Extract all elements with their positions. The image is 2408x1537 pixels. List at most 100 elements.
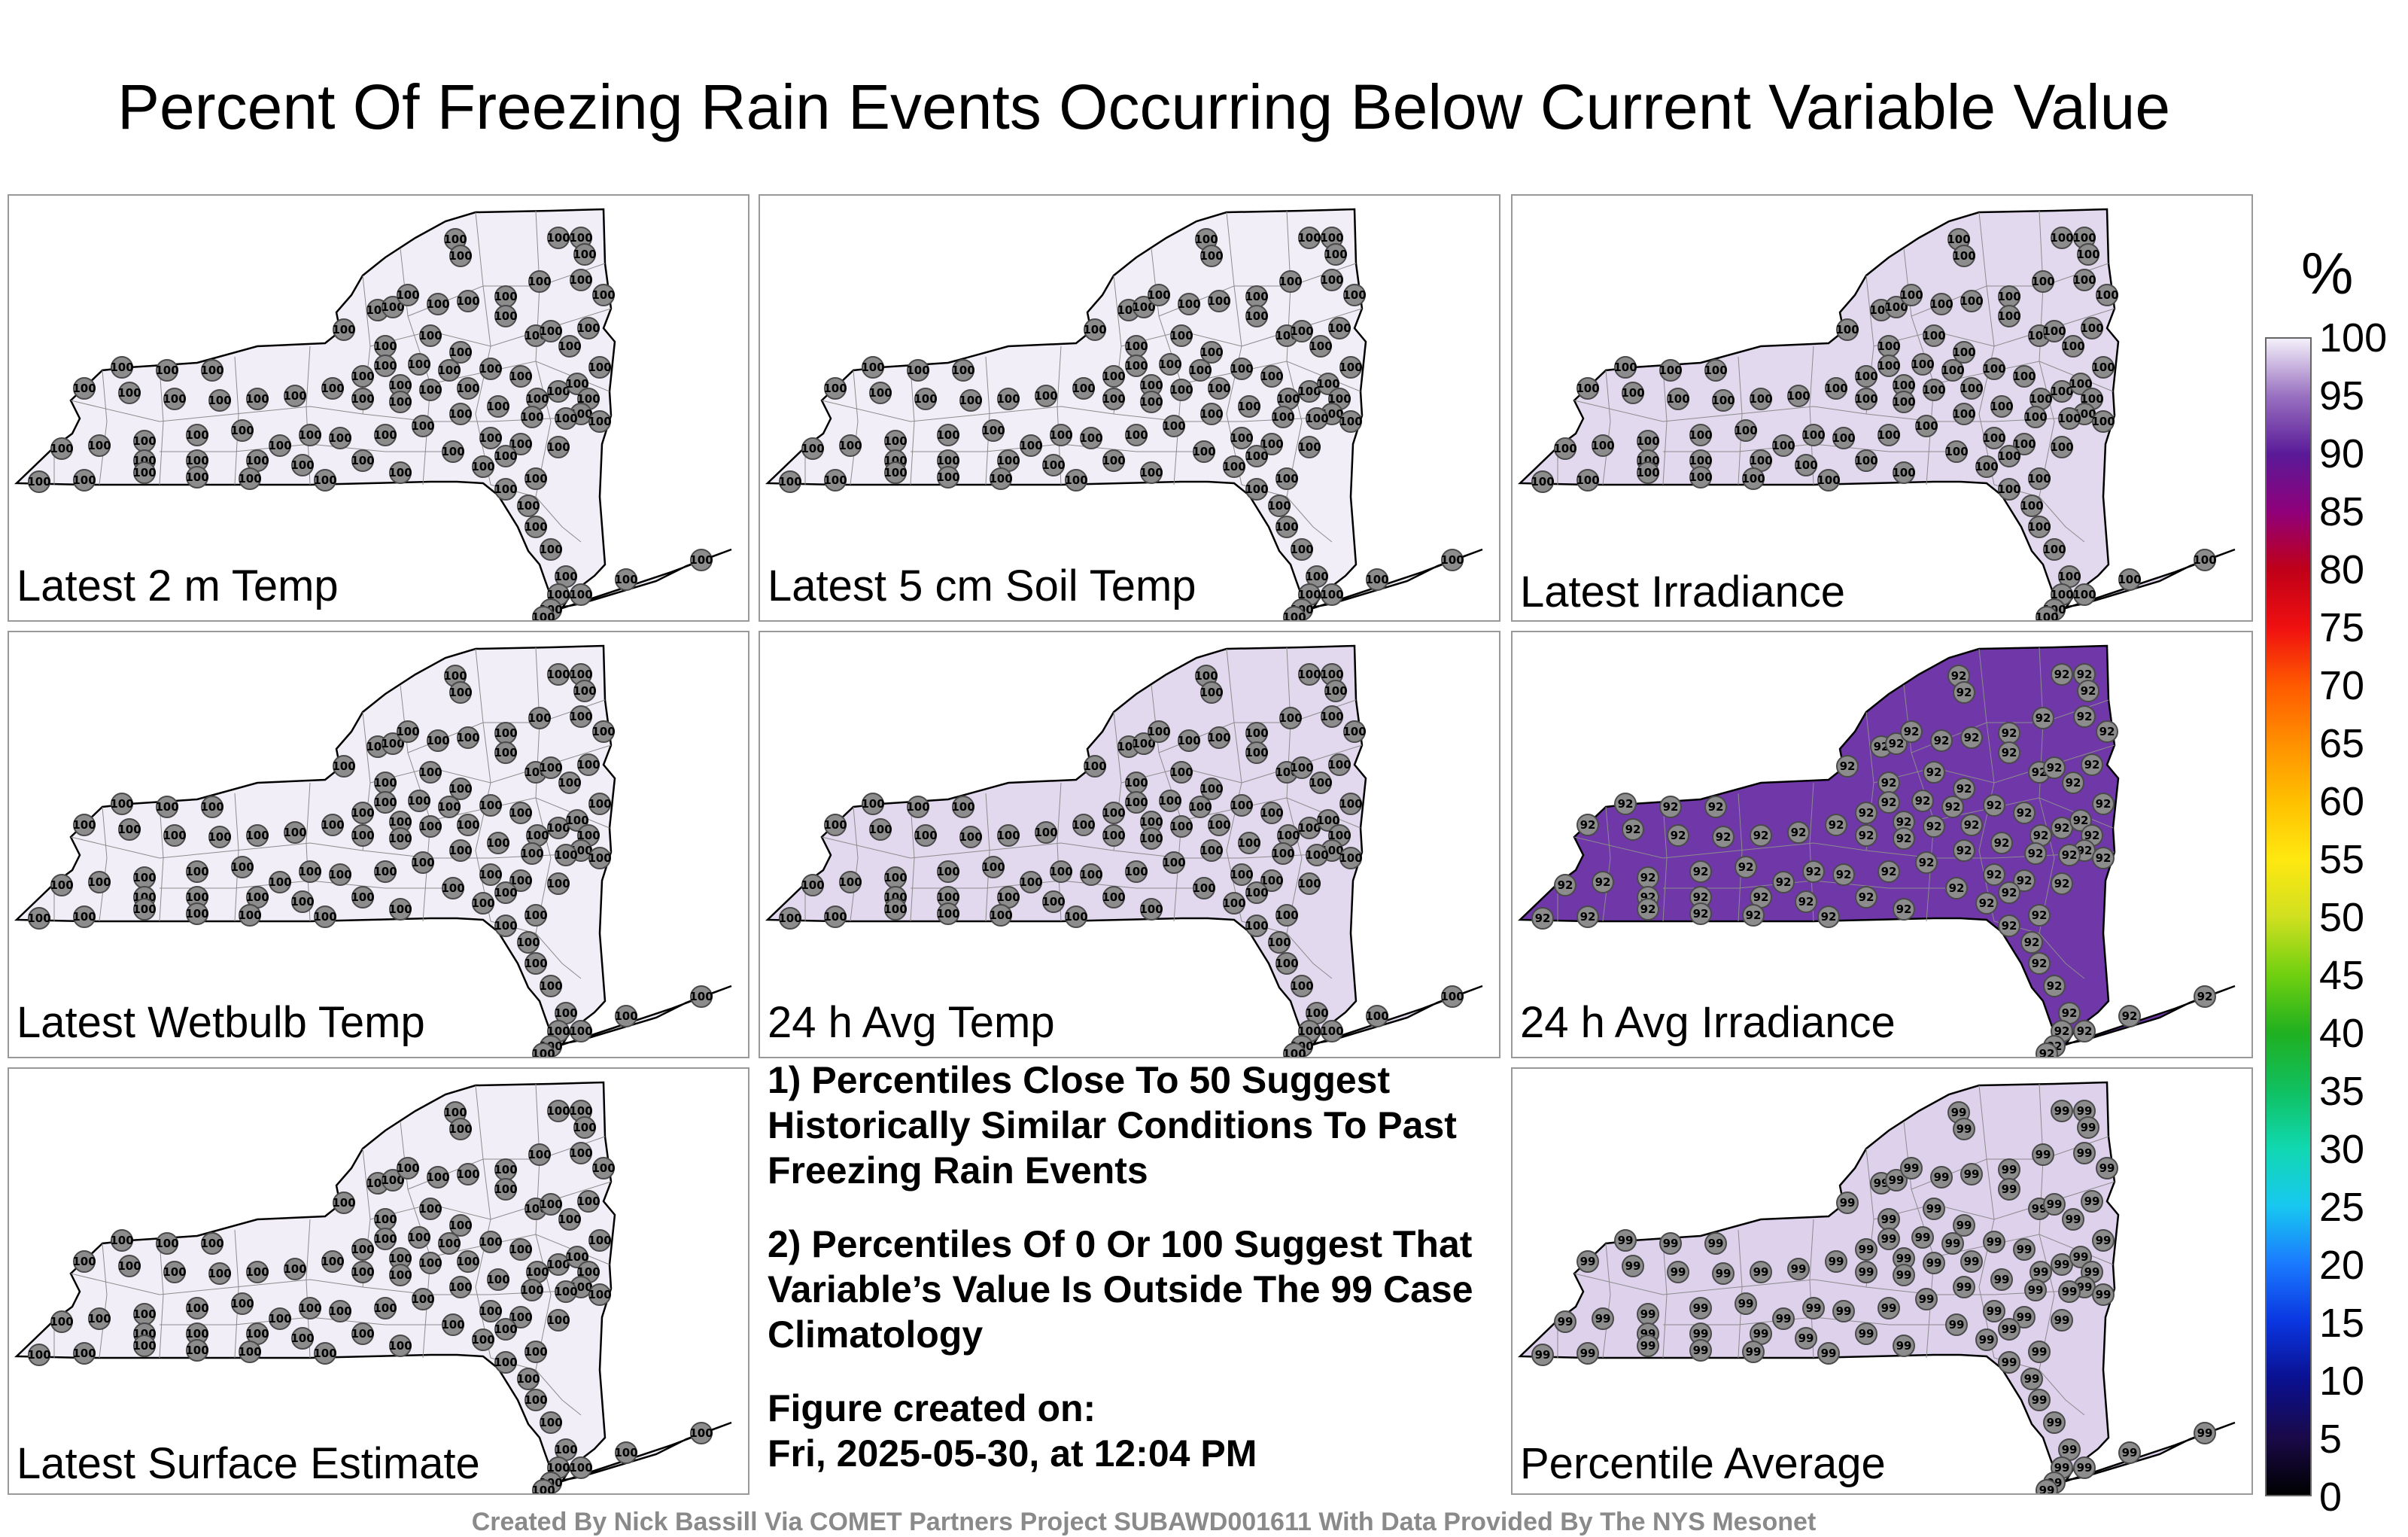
station-value: 100 xyxy=(591,288,615,302)
station-value: 100 xyxy=(448,1280,472,1294)
station-marker xyxy=(2020,931,2043,954)
station-value: 100 xyxy=(313,910,336,924)
station-marker xyxy=(1178,293,1200,315)
station-value: 100 xyxy=(1297,588,1321,601)
station-value: 92 xyxy=(1753,829,1769,842)
station-value: 100 xyxy=(132,466,156,479)
station-value: 99 xyxy=(1859,1243,1874,1256)
station-value: 92 xyxy=(2032,957,2048,970)
colorbar-tick-label: 70 xyxy=(2319,663,2365,708)
station-marker xyxy=(28,1344,50,1366)
station-value: 92 xyxy=(1926,765,1942,779)
station-value: 92 xyxy=(1798,895,1814,909)
station-marker xyxy=(314,469,336,492)
station-value: 100 xyxy=(494,726,517,740)
station-value: 99 xyxy=(1964,1167,1980,1181)
station-value: 100 xyxy=(588,797,611,811)
station-value: 92 xyxy=(1994,836,2010,850)
station-value: 100 xyxy=(936,865,959,878)
station-value: 100 xyxy=(486,1273,509,1286)
station-marker xyxy=(2069,809,2092,832)
station-value: 100 xyxy=(1997,309,2020,323)
station-value: 92 xyxy=(2062,848,2078,862)
station-marker xyxy=(2020,1368,2043,1390)
station-value: 100 xyxy=(906,800,929,814)
station-value: 100 xyxy=(1102,806,1125,820)
station-value: 100 xyxy=(396,725,419,738)
station-value: 100 xyxy=(558,339,581,353)
station-value: 92 xyxy=(2077,710,2093,723)
station-value: 100 xyxy=(1102,829,1125,842)
station-marker xyxy=(291,1327,314,1350)
created-date: Fri, 2025-05-30, at 12:04 PM xyxy=(768,1432,1257,1475)
station-value: 99 xyxy=(1829,1255,1844,1268)
station-value: 100 xyxy=(1162,419,1185,433)
station-value: 99 xyxy=(1934,1170,1950,1184)
station-marker xyxy=(1960,726,1983,749)
station-marker xyxy=(351,449,374,472)
station-marker xyxy=(487,1268,509,1291)
station-marker xyxy=(1080,427,1102,449)
station-marker xyxy=(1159,353,1181,376)
station-marker xyxy=(2013,1238,2036,1261)
station-marker xyxy=(1735,856,1757,878)
station-value: 99 xyxy=(2096,1288,2112,1301)
station-value: 100 xyxy=(2035,610,2058,622)
station-value: 100 xyxy=(1169,765,1193,779)
station-value: 100 xyxy=(2072,588,2096,601)
station-value: 92 xyxy=(1829,818,1844,832)
station-marker xyxy=(479,863,502,886)
station-value: 99 xyxy=(2054,1313,2070,1327)
station-marker xyxy=(990,904,1012,927)
station-value: 100 xyxy=(951,364,974,377)
station-marker xyxy=(1941,359,1964,382)
station-marker xyxy=(2036,606,2058,620)
panel-label: Latest Wetbulb Temp xyxy=(17,998,425,1047)
station-value: 100 xyxy=(883,466,907,479)
note-2: 2) Percentiles Of 0 Or 100 Suggest That … xyxy=(768,1223,1473,1356)
station-marker xyxy=(457,290,479,312)
station-marker xyxy=(156,1232,178,1255)
station-marker xyxy=(1911,1226,1934,1249)
station-value: 100 xyxy=(1553,442,1576,455)
station-marker xyxy=(246,388,269,410)
station-value: 100 xyxy=(1230,431,1253,445)
station-marker xyxy=(1140,827,1163,850)
station-value: 100 xyxy=(2050,231,2073,245)
station-value: 100 xyxy=(1222,460,1245,473)
station-value: 100 xyxy=(576,829,600,842)
station-marker xyxy=(2081,317,2103,339)
station-marker xyxy=(269,434,291,457)
station-marker xyxy=(1855,1238,1877,1261)
station-marker xyxy=(1102,365,1125,388)
station-value: 100 xyxy=(50,1315,73,1329)
station-value: 100 xyxy=(185,1344,208,1357)
station-value: 100 xyxy=(72,910,96,924)
station-marker xyxy=(1208,377,1230,400)
station-marker xyxy=(2194,985,2216,1008)
station-value: 100 xyxy=(1124,359,1148,373)
station-value: 99 xyxy=(1580,1347,1596,1360)
station-value: 100 xyxy=(591,725,615,738)
station-value: 100 xyxy=(27,1348,50,1362)
station-value: 100 xyxy=(1230,868,1253,881)
county-boundary xyxy=(70,836,236,859)
county-boundary xyxy=(850,806,859,922)
station-marker xyxy=(1260,365,1283,388)
station-marker xyxy=(1885,1169,1908,1192)
station-marker xyxy=(1592,871,1614,893)
station-marker xyxy=(1983,1300,2005,1322)
station-value: 100 xyxy=(2061,339,2084,353)
station-value: 100 xyxy=(268,875,291,889)
station-value: 100 xyxy=(554,570,577,583)
station-marker xyxy=(1080,863,1102,886)
station-value: 99 xyxy=(1859,1265,1874,1279)
station-value: 100 xyxy=(87,1312,111,1325)
station-value: 100 xyxy=(1305,412,1328,425)
station-marker xyxy=(1339,410,1362,433)
station-marker xyxy=(1659,359,1682,382)
station-marker xyxy=(2013,869,2036,892)
station-marker xyxy=(521,406,543,428)
station-marker xyxy=(1298,436,1321,458)
station-value: 100 xyxy=(1199,407,1223,421)
